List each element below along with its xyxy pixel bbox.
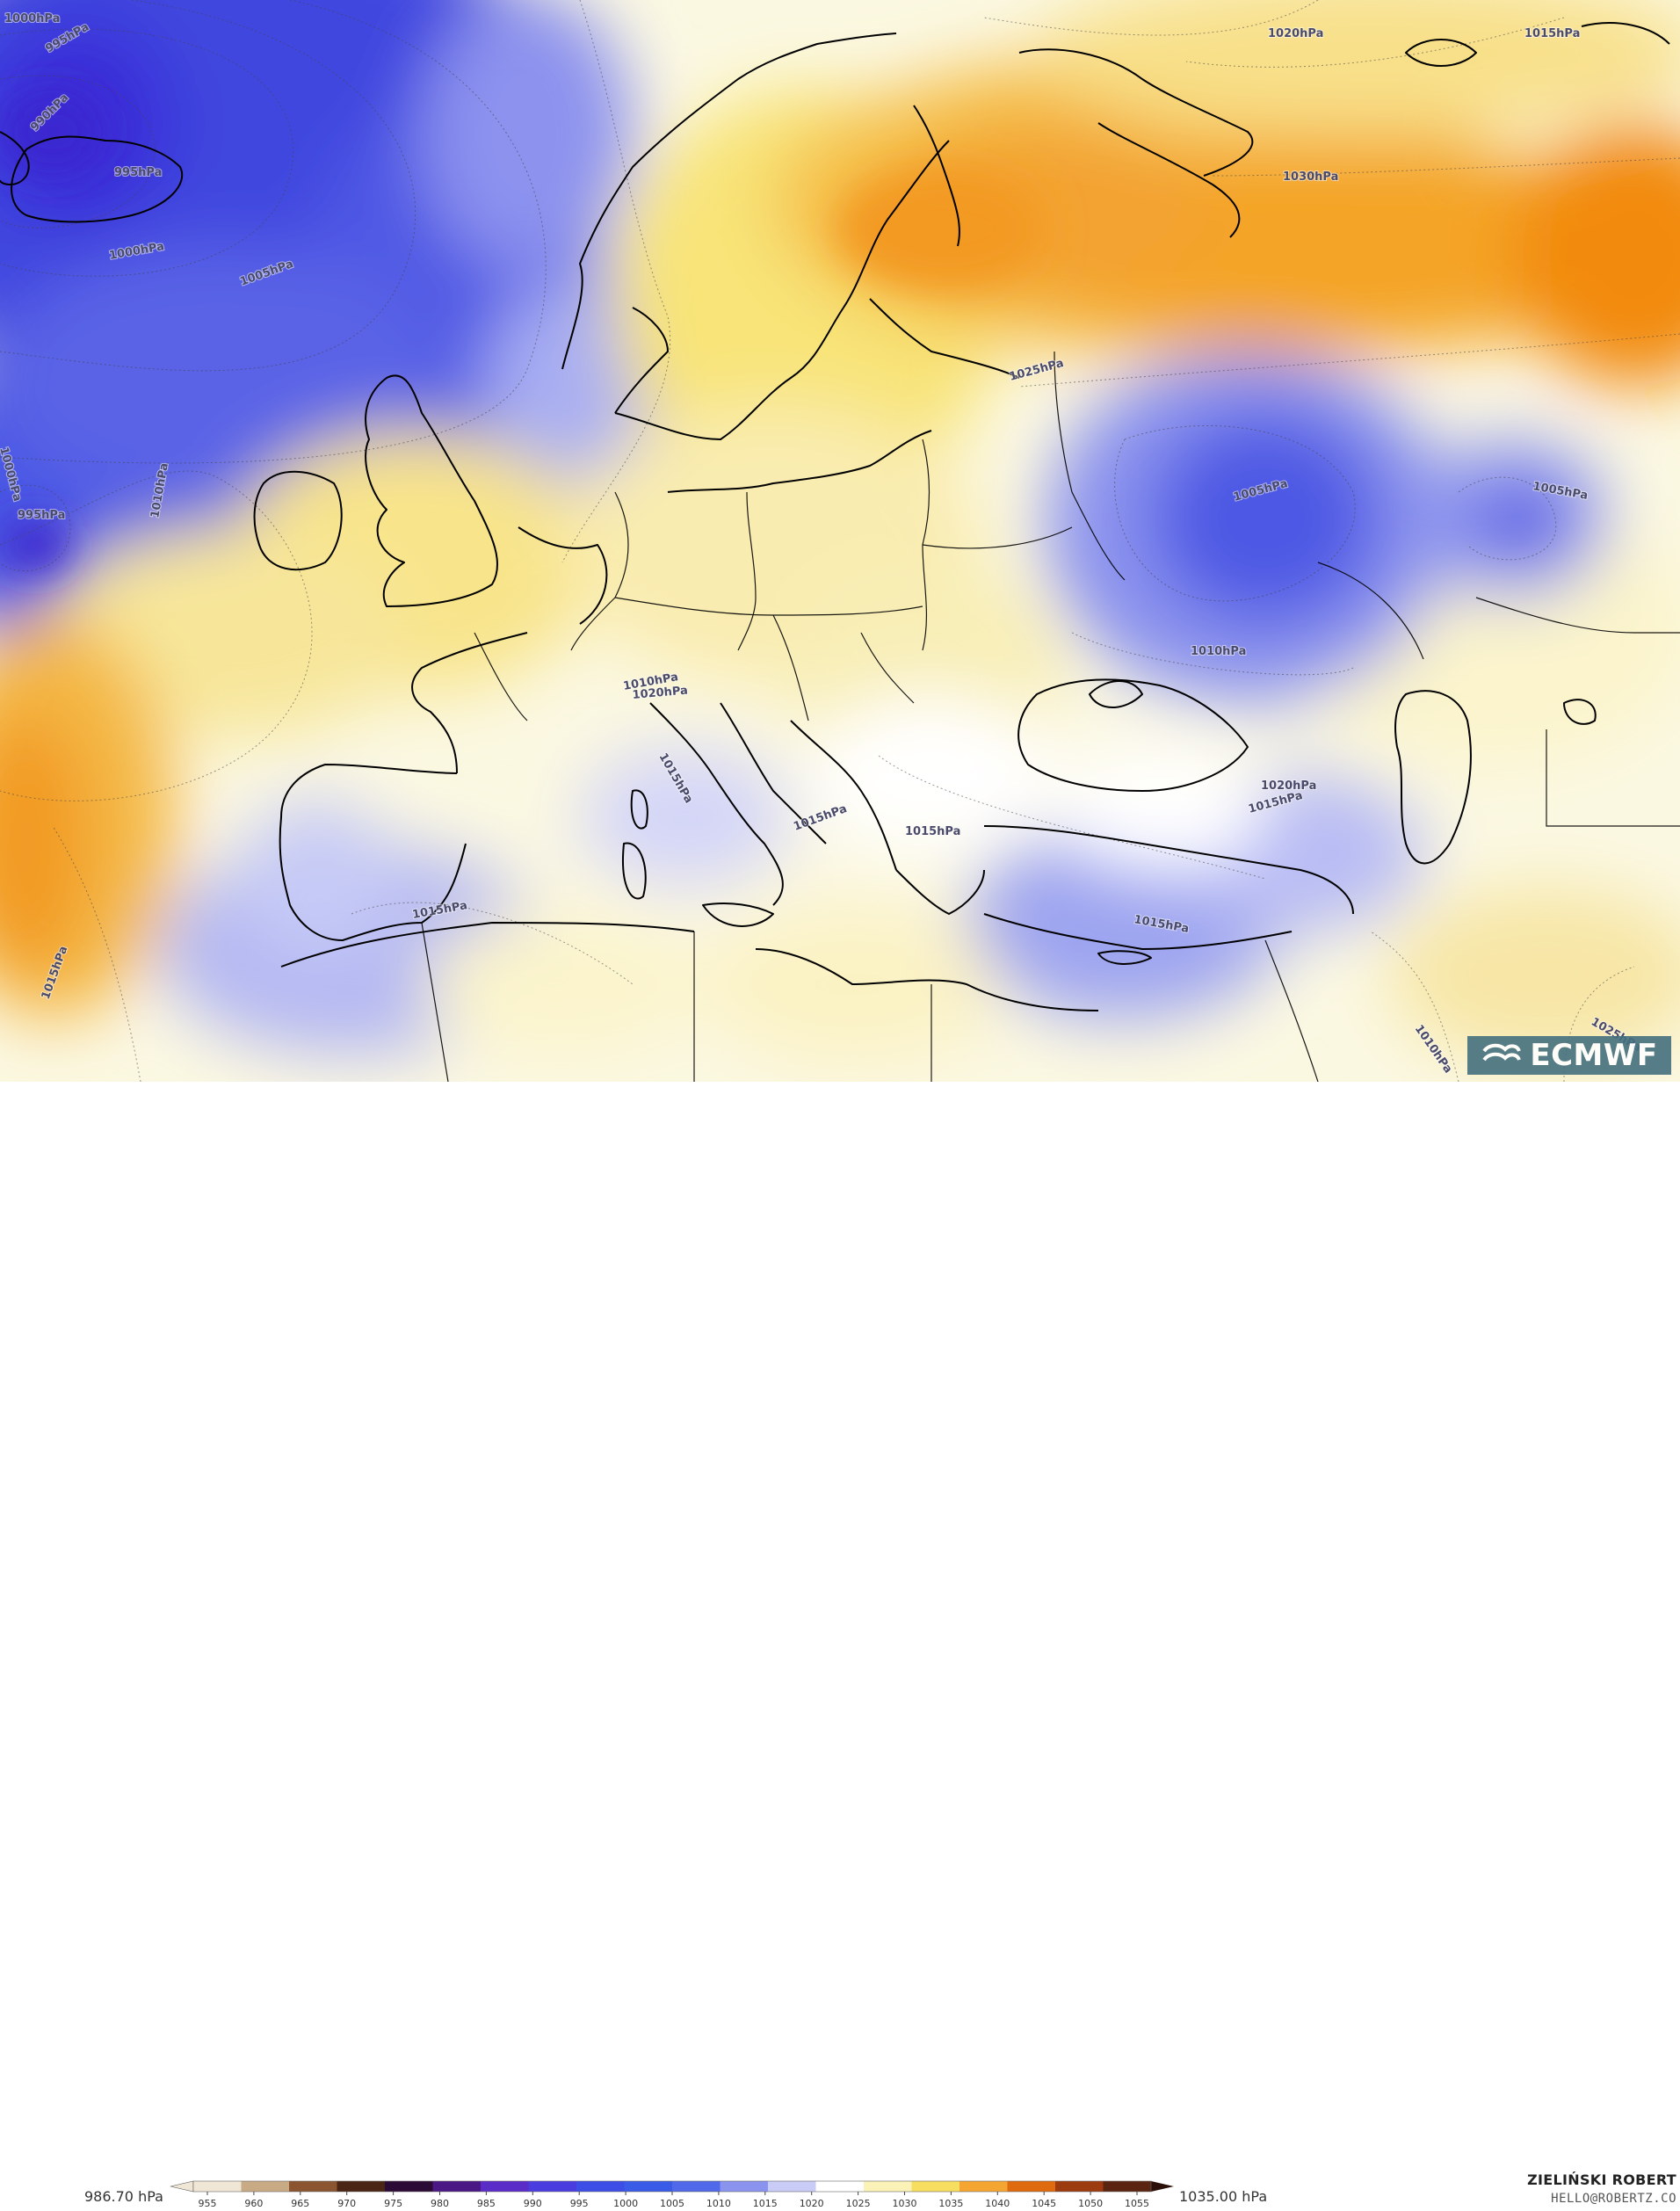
colorbar-cell [672,2181,721,2192]
colorbar-cell [815,2181,865,2192]
colorbar-cell [1007,2181,1056,2192]
colorbar-cell [720,2181,769,2192]
colorbar-tick-label: 1005 [660,2198,684,2209]
colorbar-tick-label: 1035 [938,2198,963,2209]
colorbar-tick-label: 1010 [706,2198,731,2209]
colorbar-cell [911,2181,960,2192]
colorbar-extend-low [170,2180,194,2193]
isobar-label: 995hPa [18,509,65,522]
colorbar-cell [1103,2181,1152,2192]
isobar-label: 1015hPa [1524,27,1580,40]
colorbar-ticks: 955 960 965 970 975 980 985 990 995 1000 1005 1010 1… [199,2192,1149,2209]
isobar-label: 1010hPa [1191,645,1246,658]
colorbar-tick-label: 1025 [846,2198,871,2209]
colorbar-tick-label: 995 [570,2198,589,2209]
colorbar-cell [768,2181,816,2192]
colorbar-tick-label: 965 [291,2198,309,2209]
colorbar-cell [481,2181,529,2192]
colorbar-cell [289,2181,337,2192]
ecmwf-logo: ECMWF [1467,1036,1671,1075]
colorbar-tick-label: 1040 [985,2198,1010,2209]
isobar-label: 1020hPa [632,685,688,702]
colorbar-tick-label: 1045 [1032,2198,1056,2209]
colorbar-cell [864,2181,912,2192]
colorbar-tick-label: 1050 [1078,2198,1103,2209]
map-canvas: 1000hPa995hPa990hPa995hPa1000hPa1005hPa1… [0,0,1680,1082]
colorbar-tick-label: 1015 [753,2198,778,2209]
pressure-field [0,0,1680,1082]
colorbar-tick-label: 975 [384,2198,402,2209]
colorbar: 955 960 965 970 975 980 985 990 995 1000 1005 1010 1… [170,2180,1174,2209]
colorbar-tick-label: 955 [199,2198,217,2209]
isobar-label: 1015hPa [905,825,960,838]
colorbar-tick-label: 985 [477,2198,496,2209]
colorbar-min-label: 986.70 hPa [84,2188,163,2205]
isobar-label: 1030hPa [1283,170,1338,184]
logo-text: ECMWF [1530,1038,1658,1073]
colorbar-cell [241,2181,290,2192]
colorbar-cell [193,2181,242,2192]
colorbar-tick-label: 1030 [893,2198,917,2209]
colorbar-tick-label: 1055 [1125,2198,1149,2209]
coastlines [0,22,1670,1011]
colorbar-tick-label: 990 [524,2198,542,2209]
colorbar-tick-label: 970 [337,2198,356,2209]
colorbar-max-label: 1035.00 hPa [1179,2188,1268,2205]
author-email: HELLO@ROBERTZ.CO [1551,2192,1676,2206]
colorbar-tick-label: 1000 [613,2198,638,2209]
colorbar-cell [432,2181,482,2192]
colorbar-cell [1055,2181,1104,2192]
colorbar-cell [528,2181,577,2192]
colorbar-cells [170,2180,1174,2193]
pressure-map: 1000hPa 995hPa 990hPa 995hPa 1000hPa 1005hPa 1… [0,0,1680,1082]
colorbar-cell [337,2181,386,2192]
footer: 986.70 hPa 955 960 965 970 975 980 985 990 995 10… [0,1082,1680,2209]
colorbar-extend-high [1151,2181,1174,2192]
isobar-label: 995hPa [114,166,162,179]
country-borders [421,351,1680,1082]
ecmwf-logo-icon [1482,1043,1522,1062]
colorbar-cell [576,2181,625,2192]
colorbar-tick-label: 1020 [800,2198,824,2209]
colorbar-cell [624,2181,673,2192]
colorbar-tick-label: 980 [431,2198,449,2209]
isobar-label: 1000hPa [4,12,60,25]
colorbar-cell [959,2181,1008,2192]
colorbar-cell [385,2181,433,2192]
isobar-label: 1020hPa [1268,27,1323,40]
colorbar-tick-label: 960 [244,2198,263,2209]
isobar-label: 1020hPa [1261,779,1316,793]
author-name: ZIELIŃSKI ROBERT [1527,2171,1676,2188]
